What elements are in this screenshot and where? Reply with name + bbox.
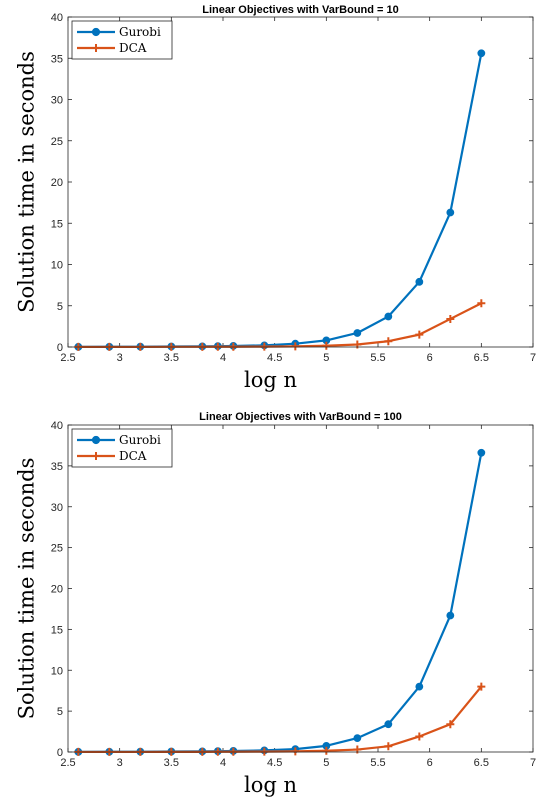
data-point-dca: [415, 732, 424, 741]
x-axis-label: log n: [244, 368, 297, 392]
data-point-gurobi: [415, 277, 424, 286]
legend-box: [71, 428, 173, 468]
legend-label-gurobi: Gurobi: [119, 433, 161, 447]
x-tick-label: 6.5: [474, 352, 489, 364]
x-tick-label: 4.5: [267, 352, 282, 364]
legend-label-dca: DCA: [119, 41, 147, 55]
data-point-dca: [446, 720, 455, 729]
chart-title: Linear Objectives with VarBound = 100: [199, 411, 402, 423]
x-tick-label: 3: [117, 352, 123, 364]
legend-box: [71, 20, 173, 60]
y-tick-label: 0: [57, 342, 63, 354]
x-tick-label: 4: [220, 352, 226, 364]
data-point-gurobi: [384, 312, 393, 321]
legend: Gurobi DCA: [71, 428, 173, 468]
x-tick-label: 2.5: [60, 352, 75, 364]
data-point-dca: [322, 746, 331, 755]
y-tick-label: 10: [51, 260, 63, 272]
axes-box: [67, 16, 534, 348]
legend-marker-dca: [92, 44, 100, 52]
x-tick-label: 6: [427, 352, 433, 364]
y-tick-label: 15: [51, 624, 63, 636]
y-tick-label: 15: [51, 218, 63, 230]
data-point-gurobi: [353, 734, 362, 743]
x-tick-label: 3.5: [164, 757, 179, 769]
y-tick-label: 20: [51, 584, 63, 596]
y-tick-label: 0: [57, 747, 63, 759]
series-layer: [74, 448, 486, 756]
x-tick-label: 4: [220, 757, 226, 769]
x-tick-label: 3: [117, 757, 123, 769]
data-point-gurobi: [477, 448, 486, 457]
y-tick-label: 40: [51, 420, 63, 432]
chart-title: Linear Objectives with VarBound = 10: [202, 4, 399, 16]
data-point-dca: [446, 314, 455, 323]
legend-marker-dca: [92, 452, 100, 460]
y-axis-label: Solution time in seconds: [15, 458, 39, 720]
axes-box: [67, 424, 534, 753]
x-tick-label: 7: [530, 757, 536, 769]
data-point-dca: [291, 342, 300, 351]
legend-label-dca: DCA: [119, 449, 147, 463]
x-axis-label: log n: [244, 773, 297, 797]
y-axis-label: Solution time in seconds: [15, 51, 39, 313]
data-point-gurobi: [415, 682, 424, 691]
y-tick-label: 25: [51, 136, 63, 148]
data-point-dca: [477, 682, 486, 691]
y-tick-label: 10: [51, 665, 63, 677]
x-tick-label: 4.5: [267, 757, 282, 769]
x-tick-label: 5.5: [370, 757, 385, 769]
legend-marker-gurobi: [91, 27, 101, 37]
data-point-gurobi: [477, 49, 486, 58]
y-tick-label: 30: [51, 95, 63, 107]
y-tick-label: 35: [51, 53, 63, 65]
x-tick-label: 7: [530, 352, 536, 364]
y-tick-label: 30: [51, 502, 63, 514]
legend: Gurobi DCA: [71, 20, 173, 60]
plot-area: [68, 425, 533, 752]
data-point-dca: [384, 337, 393, 346]
y-tick-label: 5: [57, 706, 63, 718]
y-tick-label: 20: [51, 177, 63, 189]
data-point-dca: [291, 747, 300, 756]
legend-label-gurobi: Gurobi: [119, 25, 161, 39]
legend-marker-gurobi: [91, 435, 101, 445]
y-tick-label: 40: [51, 12, 63, 24]
data-point-gurobi: [446, 611, 455, 620]
x-tick-label: 6: [427, 757, 433, 769]
y-tick-label: 5: [57, 301, 63, 313]
data-point-dca: [477, 299, 486, 308]
data-point-dca: [322, 341, 331, 350]
data-point-gurobi: [384, 720, 393, 729]
chart-panel-bottom: Linear Objectives with VarBound = 100 2.…: [15, 411, 537, 797]
data-point-dca: [384, 742, 393, 751]
data-point-dca: [260, 342, 269, 351]
x-tick-label: 5: [323, 757, 329, 769]
data-point-gurobi: [446, 208, 455, 217]
chart-panel-top: Linear Objectives with VarBound = 10 2.5…: [15, 4, 537, 392]
data-point-dca: [415, 330, 424, 339]
x-tick-label: 5: [323, 352, 329, 364]
x-tick-label: 5.5: [370, 352, 385, 364]
data-point-gurobi: [353, 329, 362, 337]
y-tick-label: 35: [51, 461, 63, 473]
y-tick-label: 25: [51, 543, 63, 555]
data-point-dca: [260, 747, 269, 756]
x-tick-label: 6.5: [474, 757, 489, 769]
x-tick-label: 2.5: [60, 757, 75, 769]
plot-area: [68, 17, 533, 347]
x-tick-label: 3.5: [164, 352, 179, 364]
